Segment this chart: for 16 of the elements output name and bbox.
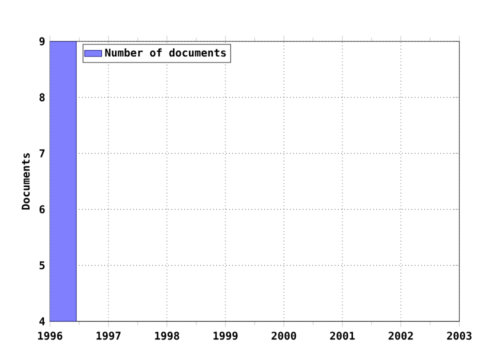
x-tick-label: 1997 — [96, 332, 121, 340]
x-tick-label: 2003 — [447, 332, 472, 340]
y-tick-label: 9 — [39, 37, 45, 46]
x-tick-label: 2000 — [272, 332, 296, 340]
y-tick-label: 6 — [40, 205, 45, 214]
y-tick-label: 4 — [39, 317, 45, 326]
x-tick-label: 1999 — [214, 332, 238, 340]
y-tick-label: 8 — [40, 93, 45, 102]
x-tick-label: 1996 — [38, 332, 62, 340]
legend-label: Number of documents — [105, 48, 226, 57]
x-tick-label: 1998 — [155, 332, 180, 340]
y-axis-title: Documents — [22, 153, 30, 210]
x-tick-label: 2001 — [330, 332, 355, 340]
y-tick-label: 5 — [40, 261, 45, 270]
x-tick-label: 2002 — [388, 332, 413, 340]
y-tick-label: 7 — [40, 149, 44, 158]
